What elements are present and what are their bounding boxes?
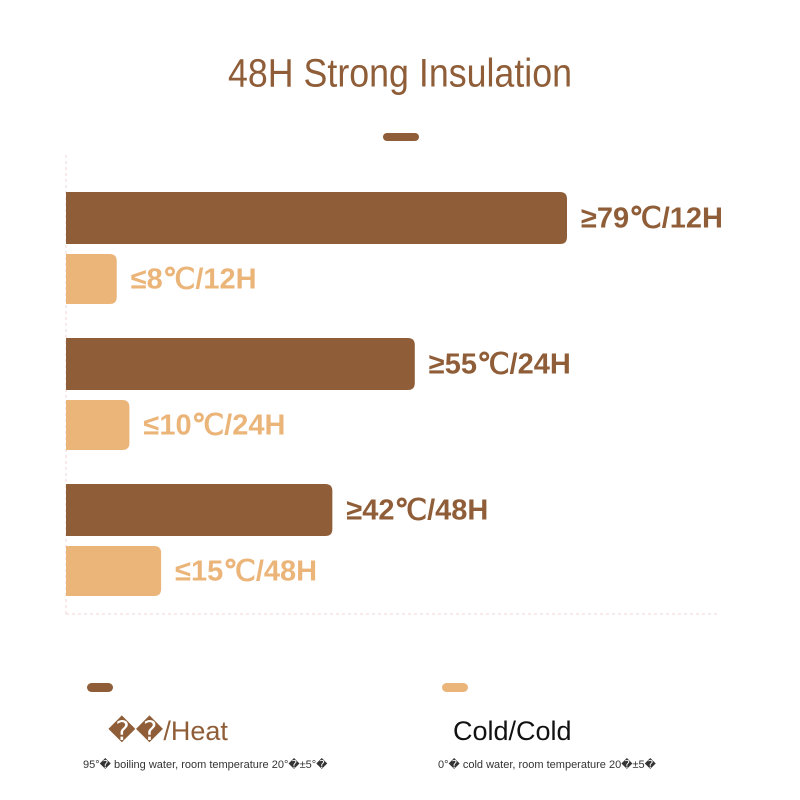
value-label: ≥55℃/24H	[429, 349, 571, 381]
bar	[66, 338, 415, 390]
bar	[66, 192, 567, 244]
value-label: ≥79℃/12H	[581, 203, 723, 235]
value-label: ≥42℃/48H	[346, 495, 488, 527]
title-dash	[383, 133, 419, 141]
bar	[66, 400, 130, 450]
bar	[66, 484, 333, 536]
legend-note: 95°� boiling water, room temperature 20°…	[83, 757, 328, 771]
value-label: ≤10℃/24H	[143, 410, 285, 442]
legend-swatch	[87, 683, 113, 692]
chart-title: 48H Strong Insulation	[228, 52, 572, 96]
value-label: ≤15℃/48H	[175, 556, 317, 588]
legend-swatch	[442, 683, 468, 692]
legend-label: Cold/Cold	[453, 716, 572, 746]
value-label: ≤8℃/12H	[131, 264, 257, 296]
legend-note: 0°� cold water, room temperature 20�±5�	[438, 757, 657, 771]
legend-label: ��/Heat	[108, 715, 228, 746]
bar	[66, 254, 117, 304]
bar	[66, 546, 162, 596]
